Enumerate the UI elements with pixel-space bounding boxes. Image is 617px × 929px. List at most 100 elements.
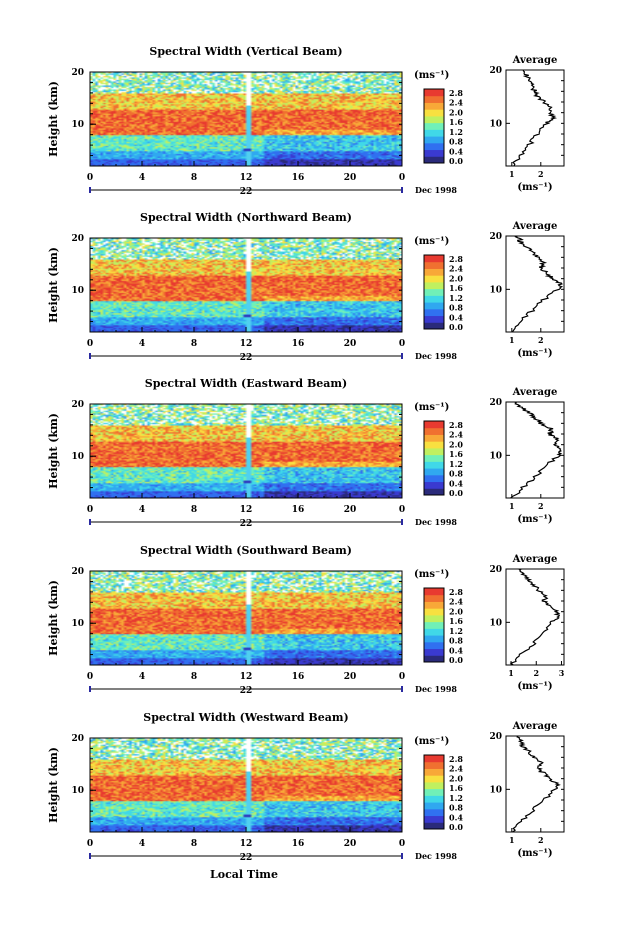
date-label: Dec 1998 — [415, 185, 457, 195]
x-axis-label: Local Time — [210, 868, 278, 881]
x-tick-label: 4 — [139, 839, 145, 849]
colorbar-swatch — [424, 281, 444, 290]
day-label: 22 — [240, 853, 253, 863]
average-y-tick-label: 20 — [489, 565, 502, 575]
colorbar-tick-label: 2.8 — [449, 88, 463, 98]
x-tick-label: 0 — [399, 505, 405, 515]
x-tick-label: 0 — [87, 505, 93, 515]
x-tick-label: 16 — [292, 173, 305, 183]
colorbar-tick-label: 1.6 — [449, 117, 463, 127]
colorbar-swatch — [424, 322, 444, 330]
average-x-tick-label: 1 — [509, 169, 515, 179]
colorbar-swatch — [424, 434, 444, 442]
colorbar-swatch — [424, 614, 444, 623]
x-tick-label: 4 — [139, 505, 145, 515]
colorbar-swatch — [424, 802, 444, 810]
x-tick-label: 16 — [292, 339, 305, 349]
colorbar-tick-label: 2.0 — [449, 107, 463, 117]
x-tick-label: 20 — [344, 839, 357, 849]
colorbar-unit: (ms⁻¹) — [414, 236, 449, 247]
colorbar-swatch — [424, 447, 444, 456]
colorbar-swatch — [424, 454, 444, 462]
y-tick-label: 10 — [71, 619, 84, 629]
colorbar-tick-label: 1.6 — [449, 283, 463, 293]
average-profile-line — [512, 70, 558, 167]
colorbar-swatch — [424, 421, 444, 429]
y-tick-label: 20 — [71, 68, 84, 78]
date-label: Dec 1998 — [415, 684, 457, 694]
average-y-tick-label: 20 — [489, 732, 502, 742]
colorbar-swatch — [424, 268, 444, 276]
average-x-tick-label: 1 — [509, 501, 515, 511]
colorbar-tick-label: 0.8 — [449, 303, 463, 313]
colorbar-tick-label: 0.0 — [449, 488, 463, 498]
average-frame — [505, 568, 565, 666]
colorbar-tick-label: 2.4 — [449, 764, 463, 774]
panel-4: Spectral Width (Southward Beam)1020Heigh… — [47, 544, 565, 696]
y-tick-label: 10 — [71, 286, 84, 296]
x-tick-label: 8 — [191, 672, 197, 682]
colorbar-frame — [423, 587, 445, 663]
colorbar-swatch — [424, 788, 444, 796]
colorbar-tick-label: 0.4 — [449, 312, 463, 322]
y-tick-label: 20 — [71, 234, 84, 244]
y-tick-label: 10 — [71, 452, 84, 462]
colorbar-tick-label: 0.0 — [449, 655, 463, 665]
average-frame — [505, 735, 565, 833]
panel-title: Spectral Width (Northward Beam) — [140, 211, 352, 224]
colorbar-swatch — [424, 89, 444, 97]
y-tick-label: 20 — [71, 400, 84, 410]
colorbar-swatch — [424, 149, 444, 157]
heatmap — [90, 738, 402, 832]
panel-2: Spectral Width (Northward Beam) 10 20 Heigh… — [47, 211, 565, 363]
x-tick-label: 0 — [87, 839, 93, 849]
colorbar-unit: (ms⁻¹) — [414, 70, 449, 81]
average-y-tick-label: 20 — [489, 398, 502, 408]
average-x-tick-label: 2 — [533, 668, 539, 678]
average-x-label: (ms⁻¹) — [517, 514, 552, 525]
x-tick-label: 8 — [191, 839, 197, 849]
panel-title: Spectral Width (Eastward Beam) — [145, 377, 347, 390]
colorbar-tick-label: 0.8 — [449, 137, 463, 147]
heatmap — [90, 571, 402, 665]
colorbar-tick-label: 0.4 — [449, 645, 463, 655]
colorbar-swatch — [424, 815, 444, 823]
colorbar-unit: (ms⁻¹) — [414, 736, 449, 747]
colorbar-swatch — [424, 302, 444, 310]
colorbar-swatch — [424, 129, 444, 137]
colorbar-swatch — [424, 115, 444, 124]
average-profile-line — [510, 401, 563, 499]
day-label: 22 — [240, 353, 253, 363]
average-x-tick-label: 2 — [538, 335, 544, 345]
colorbar-swatch — [424, 474, 444, 483]
colorbar-swatch — [424, 468, 444, 476]
panel-5: Spectral Width (Westward Beam)1020Height… — [47, 711, 565, 863]
colorbar-tick-label: 0.0 — [449, 156, 463, 166]
colorbar-swatch — [424, 648, 444, 656]
average-x-tick-label: 1 — [509, 335, 515, 345]
colorbar-swatch — [424, 655, 444, 663]
colorbar-swatch — [424, 641, 444, 650]
colorbar-swatch — [424, 136, 444, 144]
day-label: 22 — [240, 519, 253, 529]
average-x-tick-label: 3 — [559, 668, 565, 678]
average-title: Average — [512, 221, 558, 232]
colorbar-tick-label: 2.8 — [449, 587, 463, 597]
colorbar-swatch — [424, 601, 444, 609]
y-axis-label: Height (km) — [47, 247, 60, 323]
average-y-tick-label: 20 — [489, 232, 502, 242]
colorbar-tick-label: 1.6 — [449, 616, 463, 626]
colorbar-swatch — [424, 102, 444, 110]
average-y-tick-label: 10 — [489, 285, 502, 295]
average-profile-line — [509, 568, 561, 666]
x-tick-label: 20 — [344, 173, 357, 183]
colorbar-tick-label: 2.0 — [449, 273, 463, 283]
colorbar-frame — [423, 754, 445, 830]
colorbar-tick-label: 0.4 — [449, 478, 463, 488]
average-y-tick-label: 10 — [489, 618, 502, 628]
average-profile-line — [511, 235, 564, 333]
colorbar-swatch — [424, 761, 444, 769]
colorbar-swatch — [424, 588, 444, 596]
colorbar-tick-label: 1.2 — [449, 793, 463, 803]
